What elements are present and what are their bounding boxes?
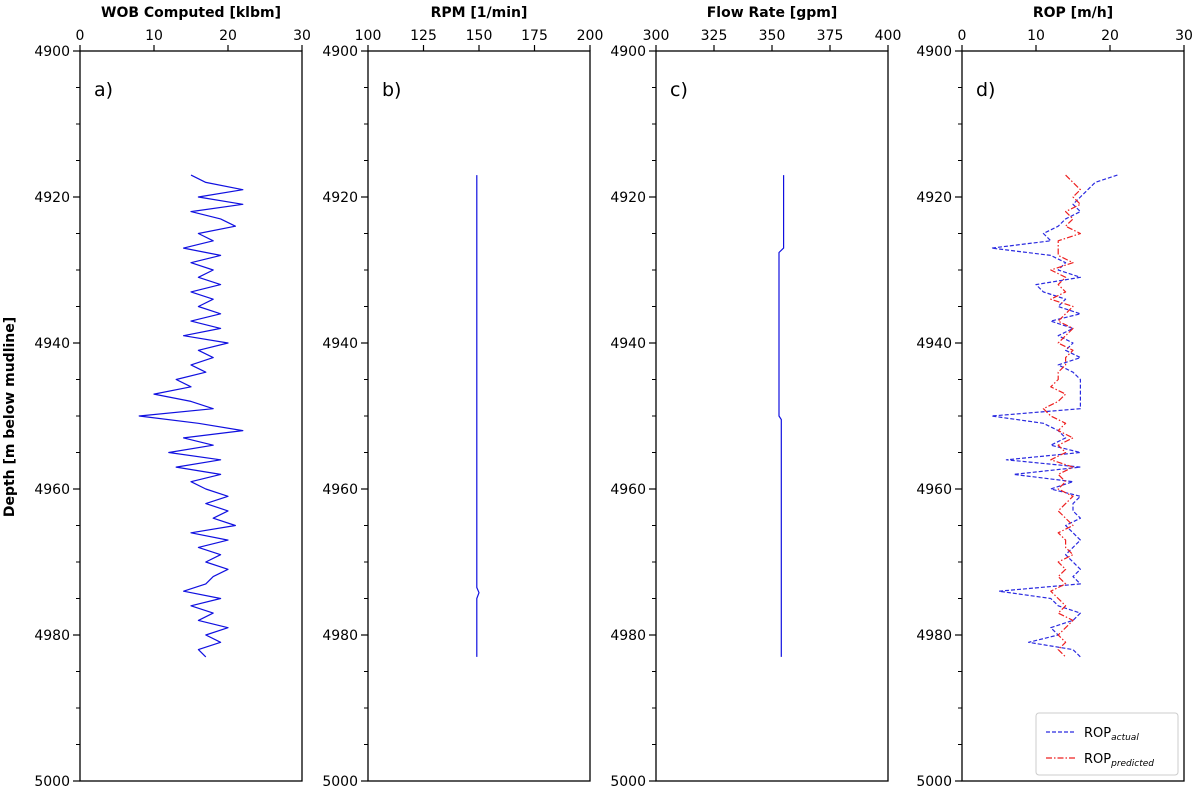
x-tick-label: 20 — [219, 28, 237, 44]
y-tick-label: 4900 — [610, 44, 646, 60]
legend-label-main: ROP — [1084, 726, 1111, 741]
y-tick-label: 4940 — [34, 336, 70, 352]
x-tick-label: 375 — [817, 28, 844, 44]
panel-title: RPM [1/min] — [431, 5, 528, 21]
plot-frame — [961, 50, 1185, 782]
panel-4: ROP [m/h] 0 10 20 30 4900 4920 4940 4960 4980 5000… — [916, 5, 1193, 790]
y-tick-label: 4980 — [322, 628, 358, 644]
y-axis-label: Depth [m below mudline] — [2, 317, 18, 517]
y-tick-label: 4960 — [610, 482, 646, 498]
legend-label: ROPpredicted — [1084, 752, 1154, 769]
panel-title: ROP [m/h] — [1033, 5, 1113, 21]
y-tick-label: 4900 — [916, 44, 952, 60]
legend-label-sub: actual — [1111, 733, 1139, 743]
legend-label: ROPactual — [1084, 726, 1139, 743]
x-tick-label: 100 — [355, 28, 382, 44]
y-tick-label: 4940 — [916, 336, 952, 352]
plot-frame — [655, 50, 889, 782]
y-tick-label: 4960 — [34, 482, 70, 498]
panel-1: WOB Computed [klbm] 0 10 20 30 4900 4920 4940 49… — [34, 5, 311, 790]
y-tick-label: 4980 — [34, 628, 70, 644]
series-line — [476, 175, 480, 657]
y-tick-label: 4920 — [322, 190, 358, 206]
plot-frame — [79, 50, 303, 782]
x-tick-label: 325 — [701, 28, 728, 44]
x-tick-label: 20 — [1101, 28, 1119, 44]
x-tick-label: 10 — [145, 28, 163, 44]
panel-label: a) — [94, 79, 113, 101]
y-tick-label: 4980 — [610, 628, 646, 644]
y-tick-label: 4960 — [916, 482, 952, 498]
panel-title: WOB Computed [klbm] — [101, 5, 281, 21]
x-tick-label: 30 — [293, 28, 311, 44]
x-tick-label: 400 — [875, 28, 902, 44]
series-line — [138, 174, 244, 658]
x-tick-label: 150 — [466, 28, 493, 44]
y-tick-label: 4940 — [610, 336, 646, 352]
panel-label: c) — [670, 79, 688, 101]
y-tick-label: 4980 — [916, 628, 952, 644]
y-tick-label: 4960 — [322, 482, 358, 498]
y-tick-label: 4920 — [916, 190, 952, 206]
y-tick-label: 4940 — [322, 336, 358, 352]
legend-box — [1035, 712, 1179, 776]
x-tick-label: 10 — [1027, 28, 1045, 44]
series-line-actual — [990, 174, 1118, 658]
y-tick-label: 4900 — [322, 44, 358, 60]
x-tick-label: 0 — [76, 28, 85, 44]
panel-label: b) — [382, 79, 401, 101]
series-line — [778, 175, 785, 657]
y-tick-label: 5000 — [34, 774, 70, 790]
y-tick-label: 5000 — [916, 774, 952, 790]
panel-2: RPM [1/min] 100 125 150 175 200 4900 4920 4940 49… — [322, 5, 603, 790]
x-tick-label: 175 — [521, 28, 548, 44]
legend-label-sub: predicted — [1110, 759, 1154, 769]
x-tick-label: 0 — [958, 28, 967, 44]
x-tick-label: 300 — [643, 28, 670, 44]
panel-3: Flow Rate [gpm] 300 325 350 375 400 4900 4920 49… — [610, 5, 901, 790]
plot-frame — [367, 50, 591, 782]
x-tick-label: 125 — [410, 28, 437, 44]
y-tick-label: 5000 — [322, 774, 358, 790]
panel-title: Flow Rate [gpm] — [707, 5, 838, 21]
y-tick-label: 4920 — [34, 190, 70, 206]
y-tick-label: 4920 — [610, 190, 646, 206]
series-line-predicted — [1042, 174, 1082, 658]
y-tick-label: 4900 — [34, 44, 70, 60]
x-tick-label: 200 — [577, 28, 604, 44]
x-tick-label: 30 — [1175, 28, 1193, 44]
x-tick-label: 350 — [759, 28, 786, 44]
panel-label: d) — [976, 79, 995, 101]
legend-label-main: ROP — [1084, 752, 1111, 767]
y-tick-label: 5000 — [610, 774, 646, 790]
